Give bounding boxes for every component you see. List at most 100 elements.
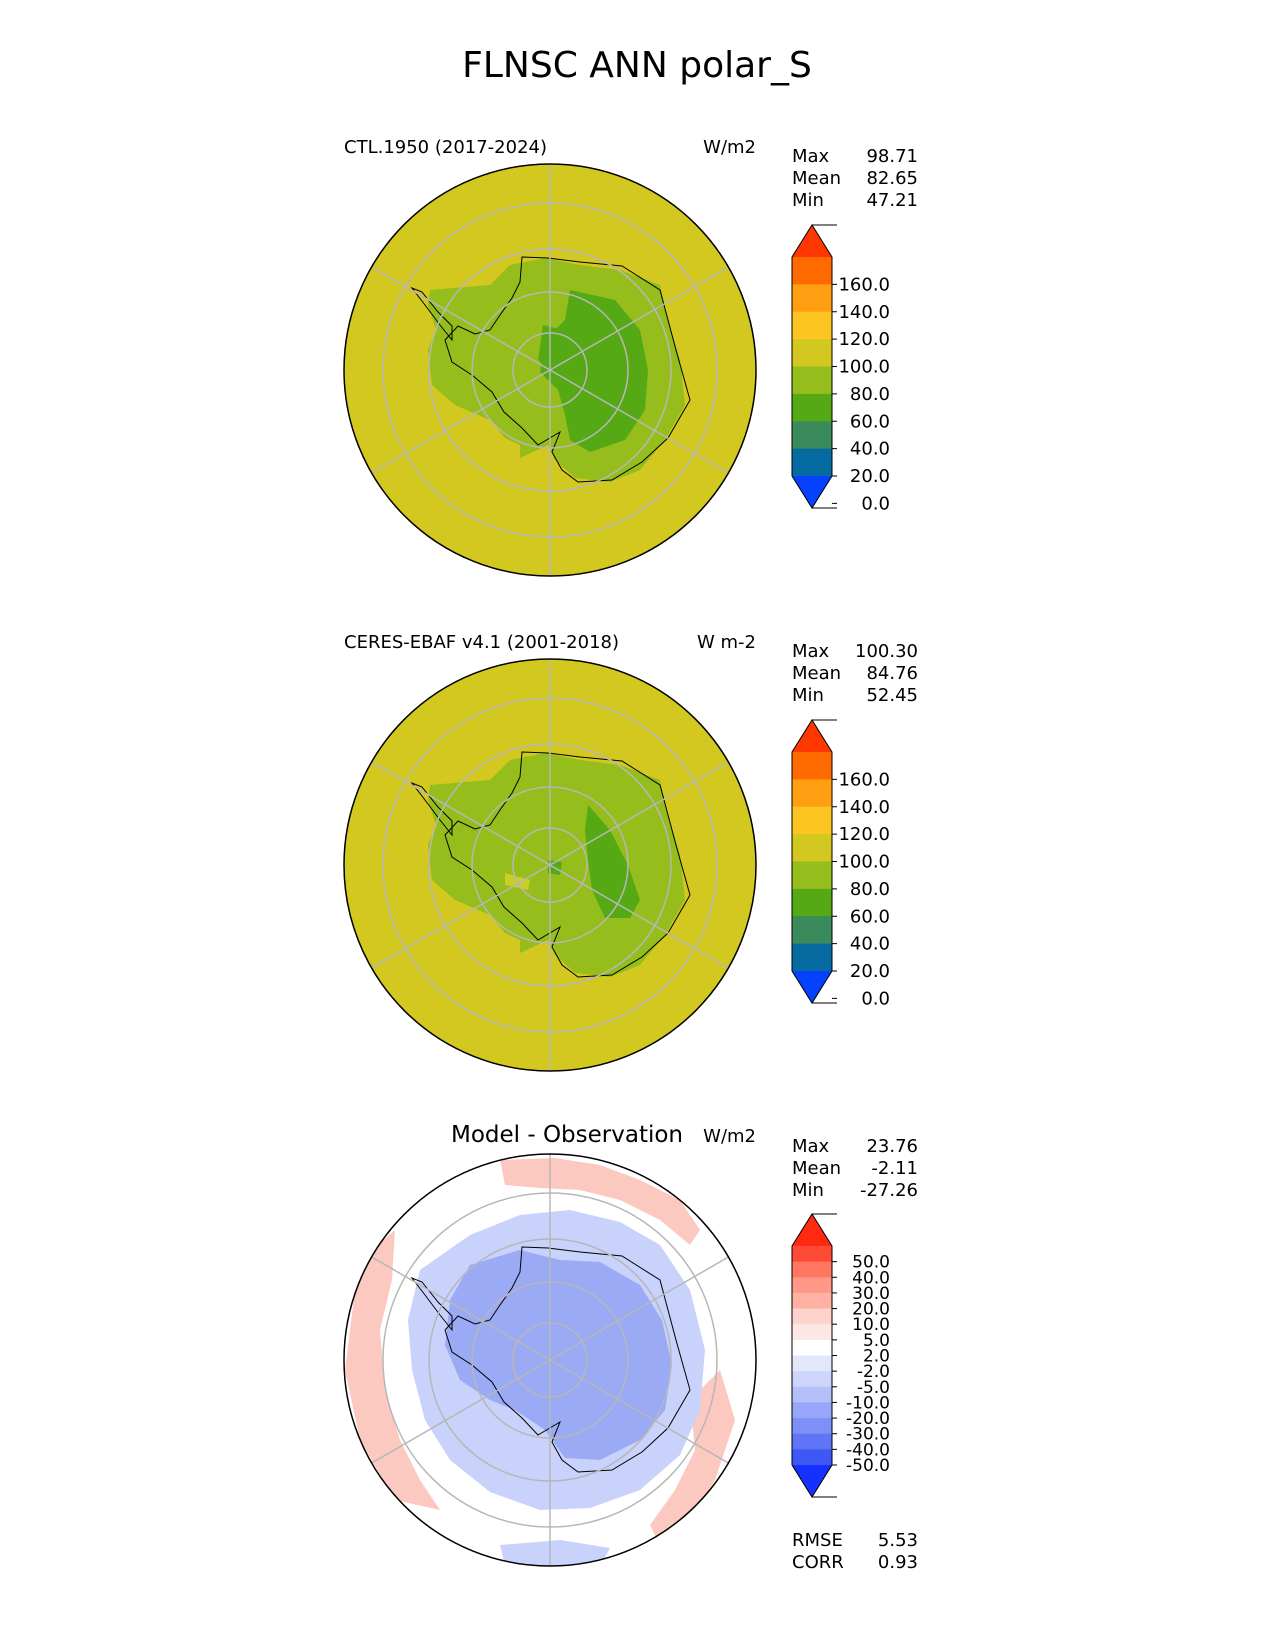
colorbar-tick-label: 160.0 [838, 769, 890, 790]
antarctica-coastline [444, 256, 691, 483]
antarctica-coastline [444, 751, 691, 978]
stat-value: 98.71 [866, 146, 918, 167]
panel-obs-map [343, 658, 757, 1072]
panel-ctl-title: CTL.1950 (2017-2024) [344, 137, 547, 158]
colorbar-tick-label: 120.0 [838, 824, 890, 845]
colorbar-tick-label: 50.0 [852, 1253, 890, 1273]
antarctica-high-plateau-region [585, 805, 640, 918]
colorbar-tick-label: 40.0 [850, 934, 890, 955]
colorbar-segment [792, 752, 832, 780]
panel-ctl-stats: Max 98.71 Mean 82.65 Min 47.21 [792, 146, 918, 211]
colorbar-tick-label: 20.0 [850, 466, 890, 487]
colorbar-tick-label: 100.0 [838, 852, 890, 873]
colorbar-segment [792, 1355, 832, 1372]
panel-obs: CERES-EBAF v4.1 (2001-2018) W m-2 [343, 632, 918, 1072]
panel-ctl-colorbar: 160.0 140.0 120.0 100.0 80.0 60.0 40.0 20.0 0.0 [791, 224, 890, 514]
panel-ctl-units: W/m2 [703, 137, 756, 158]
stat-value: -27.26 [860, 1180, 918, 1201]
panel-ctl-map [343, 163, 757, 577]
colorbar-segment [792, 421, 832, 450]
colorbar-segment [792, 888, 832, 917]
stat-value: 100.30 [855, 641, 918, 662]
colorbar-extend-max [792, 720, 832, 752]
colorbar-tick-label: 140.0 [838, 302, 890, 323]
colorbar-segment [792, 339, 832, 368]
colorbar-segment [792, 1277, 832, 1294]
panel-obs-stats: Max 100.30 Mean 84.76 Min 52.45 [792, 641, 918, 706]
panel-diff-colorbar: 50.040.030.020.010.05.02.0-2.0-5.0-10.0-… [791, 1213, 890, 1498]
map-boundary [343, 1153, 757, 1567]
colorbar-tick-label: 5.0 [863, 1331, 890, 1351]
map-gridlines [371, 659, 729, 1071]
colorbar-segment [792, 1261, 832, 1278]
panel-diff-title: Model - Observation [451, 1122, 683, 1148]
colorbar-segment [792, 1418, 832, 1435]
colorbar-tick-label: -2.0 [857, 1362, 890, 1382]
colorbar-segment [792, 1433, 832, 1450]
antarctica-interior-region [538, 325, 570, 372]
colorbar-tick-label: -20.0 [846, 1409, 890, 1429]
panel-diff-metrics: RMSE 5.53 CORR 0.93 [792, 1530, 918, 1573]
antarctic-peninsula-coastline [410, 1276, 453, 1332]
colorbar-tick-label: 30.0 [852, 1284, 890, 1304]
panel-ctl: CTL.1950 (2017-2024) W/m2 [343, 137, 918, 577]
colorbar-tick-label: 60.0 [850, 906, 890, 927]
colorbar-tick-label: -5.0 [857, 1378, 890, 1398]
panel-obs-units: W m-2 [697, 632, 756, 653]
colorbar-tick-label: 40.0 [852, 1268, 890, 1288]
colorbar-tick-label: -30.0 [846, 1425, 890, 1445]
metric-value: 5.53 [878, 1530, 918, 1551]
stat-label: Max [792, 146, 830, 167]
colorbar-tick-label: -10.0 [846, 1393, 890, 1413]
colorbar-tick-label: -40.0 [846, 1440, 890, 1460]
colorbar-segment [792, 1308, 832, 1325]
stat-label: Mean [792, 663, 841, 684]
colorbar-tick-label: 80.0 [850, 879, 890, 900]
colorbar-segment [792, 448, 832, 477]
stat-label: Max [792, 1136, 830, 1157]
panel-diff-stats: Max 23.76 Mean -2.11 Min -27.26 [792, 1136, 918, 1201]
stat-value: 52.45 [866, 685, 918, 706]
colorbar-tick-label: 40.0 [850, 439, 890, 460]
colorbar-extend-min [792, 1465, 832, 1497]
colorbar-extend-min [792, 476, 832, 508]
colorbar-extend-max [792, 1214, 832, 1246]
stat-value: 23.76 [866, 1136, 918, 1157]
positive-bias-region [345, 1230, 440, 1510]
colorbar-tick-label: -50.0 [846, 1456, 890, 1476]
colorbar-segment [792, 1292, 832, 1310]
colorbar-segment [792, 806, 832, 835]
colorbar-extend-max [792, 225, 832, 257]
stat-value: -2.11 [871, 1158, 918, 1179]
colorbar-segment [792, 834, 832, 863]
metric-label: CORR [792, 1552, 844, 1573]
colorbar-segment [792, 1371, 832, 1388]
panel-diff-map [343, 1153, 757, 1567]
stat-label: Mean [792, 1158, 841, 1179]
colorbar-segment [792, 943, 832, 972]
stat-value: 82.65 [866, 168, 918, 189]
colorbar-segment [792, 1449, 832, 1466]
colorbar-tick-label: 20.0 [852, 1300, 890, 1320]
stat-value: 47.21 [866, 190, 918, 211]
map-gridlines [371, 1154, 729, 1566]
colorbar-tick-label: 120.0 [838, 329, 890, 350]
colorbar-segment [792, 779, 832, 808]
colorbar-tick-label: 10.0 [852, 1315, 890, 1335]
panel-obs-title: CERES-EBAF v4.1 (2001-2018) [344, 632, 619, 653]
colorbar-tick-label: 60.0 [850, 411, 890, 432]
colorbar-segment [792, 1246, 832, 1263]
colorbar-segment [792, 861, 832, 890]
colorbar-tick-label: 160.0 [838, 274, 890, 295]
colorbar-segment [792, 366, 832, 395]
stat-label: Min [792, 1180, 824, 1201]
antarctic-peninsula-coastline [410, 286, 453, 342]
stat-label: Mean [792, 168, 841, 189]
colorbar-segment [792, 1339, 832, 1357]
colorbar-tick-label: 0.0 [861, 493, 890, 514]
stat-label: Min [792, 685, 824, 706]
map-boundary [343, 658, 757, 1072]
figure-title: FLNSC ANN polar_S [462, 45, 812, 86]
colorbar-tick-label: 80.0 [850, 384, 890, 405]
